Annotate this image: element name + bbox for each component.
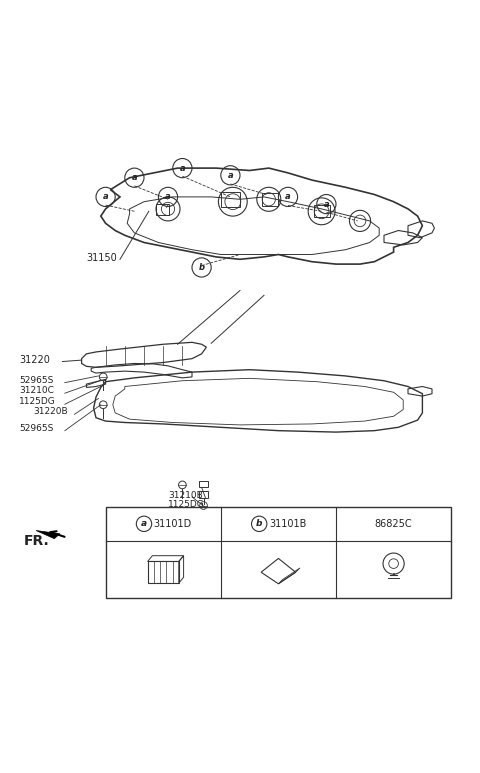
Text: a: a — [324, 199, 329, 209]
Text: FR.: FR. — [24, 534, 50, 548]
Text: 31150: 31150 — [86, 253, 117, 263]
Text: a: a — [103, 192, 108, 202]
Text: 31210C: 31210C — [19, 386, 54, 395]
Text: a: a — [132, 173, 137, 182]
Text: 31101D: 31101D — [154, 519, 192, 529]
Text: 86825C: 86825C — [375, 519, 412, 529]
Text: b: b — [199, 263, 204, 272]
Text: a: a — [228, 171, 233, 180]
Text: a: a — [285, 192, 291, 202]
Text: 31220: 31220 — [19, 356, 50, 366]
Text: 31220B: 31220B — [34, 407, 68, 417]
Text: 31101B: 31101B — [269, 519, 307, 529]
Text: 52965S: 52965S — [19, 424, 54, 433]
Text: 31210B: 31210B — [168, 491, 203, 500]
Text: 1125DG: 1125DG — [168, 500, 205, 509]
Text: a: a — [180, 164, 185, 172]
Text: 1125DG: 1125DG — [19, 397, 56, 407]
Text: a: a — [165, 192, 171, 202]
Text: b: b — [256, 519, 263, 528]
Text: a: a — [141, 519, 147, 528]
Polygon shape — [36, 530, 60, 539]
Text: 52965S: 52965S — [19, 376, 54, 385]
